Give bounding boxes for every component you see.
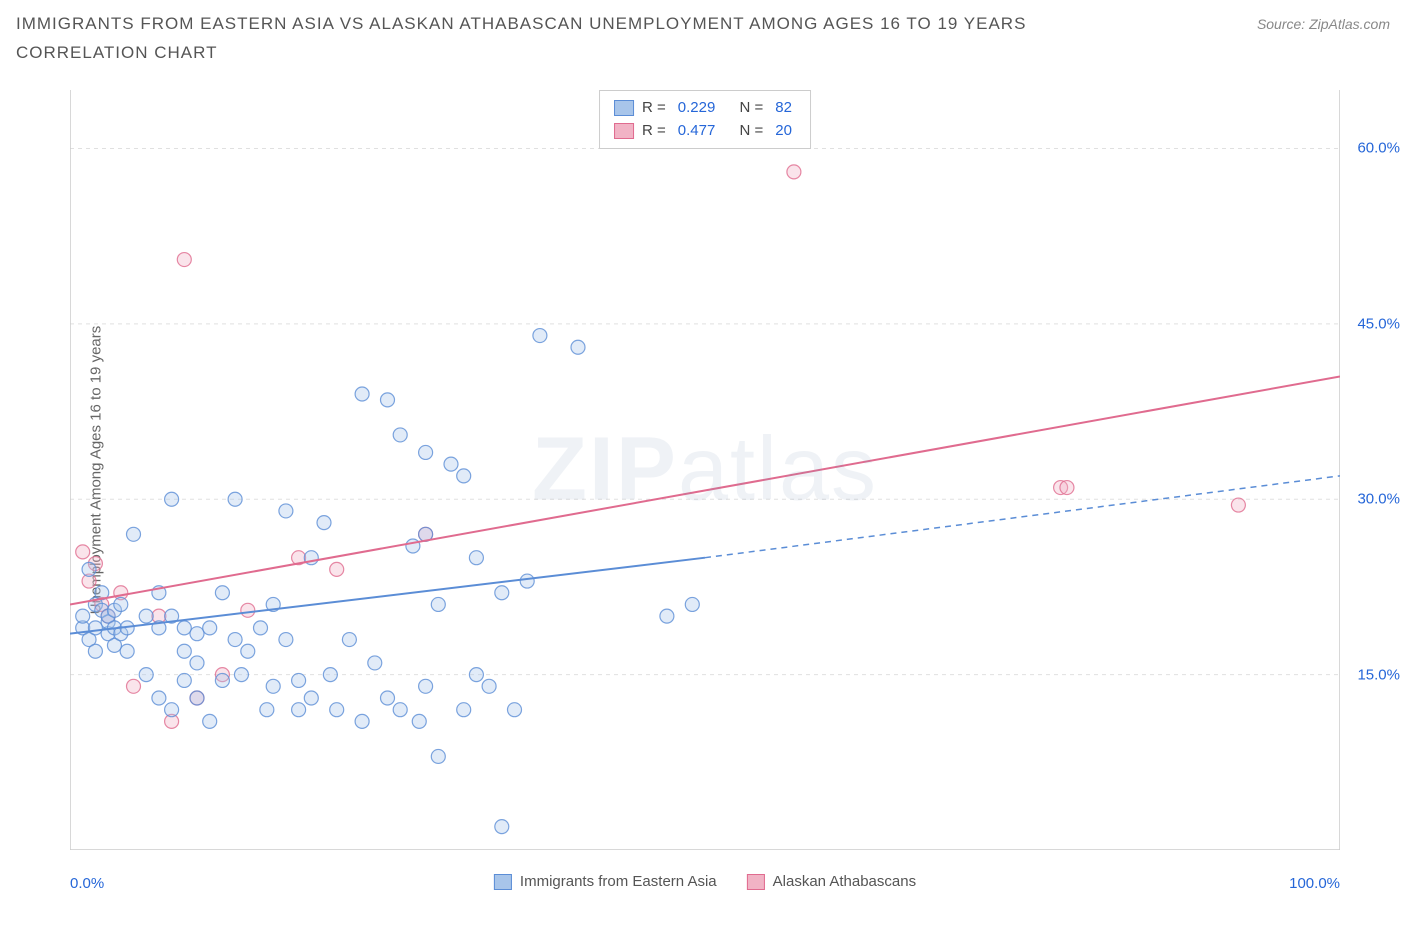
- legend-label-series-2: Alaskan Athabascans: [773, 873, 916, 890]
- y-tick-label: 60.0%: [1357, 140, 1400, 157]
- x-axis-start-label: 0.0%: [70, 875, 104, 892]
- legend-item-series-2: Alaskan Athabascans: [747, 873, 916, 890]
- r-label: R =: [642, 97, 666, 120]
- x-axis-end-label: 100.0%: [1289, 875, 1340, 892]
- y-tick-label: 45.0%: [1357, 315, 1400, 332]
- series-legend: Immigrants from Eastern Asia Alaskan Ath…: [494, 873, 916, 890]
- n-label: N =: [740, 120, 764, 143]
- n-value-series-1: 82: [775, 97, 792, 120]
- y-tick-label: 15.0%: [1357, 666, 1400, 683]
- r-label: R =: [642, 120, 666, 143]
- chart-title: IMMIGRANTS FROM EASTERN ASIA VS ALASKAN …: [16, 10, 1116, 68]
- swatch-series-2: [747, 874, 765, 890]
- chart-container: Unemployment Among Ages 16 to 19 years Z…: [70, 90, 1340, 850]
- r-value-series-1: 0.229: [678, 97, 716, 120]
- r-value-series-2: 0.477: [678, 120, 716, 143]
- stats-row-series-1: R = 0.229 N = 82: [614, 97, 796, 120]
- legend-item-series-1: Immigrants from Eastern Asia: [494, 873, 717, 890]
- n-value-series-2: 20: [775, 120, 792, 143]
- stats-legend: R = 0.229 N = 82 R = 0.477 N = 20: [599, 90, 811, 149]
- stats-row-series-2: R = 0.477 N = 20: [614, 120, 796, 143]
- legend-label-series-1: Immigrants from Eastern Asia: [520, 873, 717, 890]
- swatch-series-1: [494, 874, 512, 890]
- swatch-series-2: [614, 123, 634, 139]
- scatter-plot: [70, 90, 1340, 850]
- n-label: N =: [740, 97, 764, 120]
- y-tick-label: 30.0%: [1357, 491, 1400, 508]
- source-attribution: Source: ZipAtlas.com: [1257, 16, 1390, 32]
- swatch-series-1: [614, 100, 634, 116]
